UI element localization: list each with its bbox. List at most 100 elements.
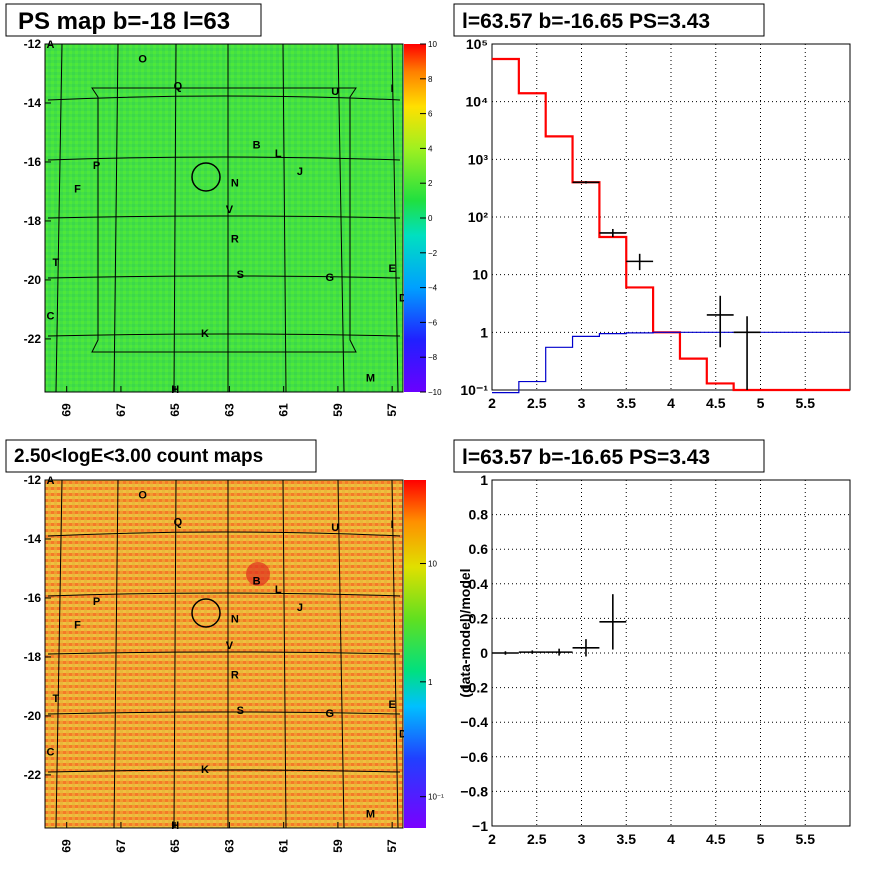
map-x-tick-label: 57 <box>385 839 399 853</box>
residual-x-tick-label: 5.5 <box>796 831 816 847</box>
ps-map-svg: PS map b=-18 l=63 AOQUIBLPNJFVRTSGEDCKHM… <box>5 3 442 417</box>
spectrum-plot: 2 2.5 3 3.5 4 4.5 5 5.5 10⁻¹ 1 10 10² 10³ 10⁴ 10⁵ <box>460 36 851 411</box>
count-map-grid <box>47 479 401 829</box>
colorbar-tick-label: 8 <box>428 75 433 84</box>
map-y-tick-label: -14 <box>24 532 42 546</box>
source-label-o: O <box>138 54 147 66</box>
source-label-o: O <box>138 490 147 502</box>
source-label-s: S <box>237 705 244 717</box>
source-label-v: V <box>226 640 234 652</box>
spectrum-panel: l=63.57 b=-16.65 PS=3.43 2 2.5 3 3.5 4 4.5 5 5.… <box>448 0 896 436</box>
source-label-d: D <box>399 293 407 305</box>
model-total-step-line <box>492 57 850 392</box>
source-label-n: N <box>231 178 239 190</box>
spectrum-x-tick-label: 2.5 <box>527 395 547 411</box>
map-y-tick-label: -18 <box>24 650 42 664</box>
map-x-tick-label: 65 <box>168 403 182 417</box>
source-label-s: S <box>237 269 244 281</box>
source-label-j: J <box>297 166 303 178</box>
ps-map-x-ticks: 69 67 65 63 61 59 57 <box>60 386 399 417</box>
colorbar-tick-label: −10 <box>428 388 442 397</box>
colorbar-tick-label: 4 <box>428 144 433 153</box>
map-x-tick-label: 59 <box>331 839 345 853</box>
source-label-a: A <box>46 475 54 487</box>
colorbar-tick-label: −8 <box>428 353 438 362</box>
spectrum-x-tick-label: 4 <box>667 395 675 411</box>
source-label-u: U <box>331 522 339 534</box>
colorbar-tick-label: −2 <box>428 249 438 258</box>
spectrum-y-tick-label: 10² <box>468 209 489 225</box>
residual-y-tick-label: −0.4 <box>460 714 488 730</box>
count-map-title-box <box>5 439 317 473</box>
source-label-i: I <box>391 83 394 95</box>
spectrum-y-tick-label: 10⁻¹ <box>460 382 488 398</box>
map-x-tick-label: 57 <box>385 403 399 417</box>
source-label-d: D <box>399 729 407 741</box>
source-label-b: B <box>253 575 261 587</box>
source-label-r: R <box>231 670 239 682</box>
colorbar-tick-label: −4 <box>428 284 438 293</box>
source-label-e: E <box>388 263 395 275</box>
colorbar-tick-label: 0 <box>428 214 433 223</box>
map-x-tick-label: 65 <box>168 839 182 853</box>
source-label-m: M <box>366 808 375 820</box>
count-map-y-ticks: -12 -14 -16 -18 -20 -22 <box>24 473 51 782</box>
map-y-tick-label: -20 <box>24 709 42 723</box>
map-y-tick-label: -16 <box>24 155 42 169</box>
residual-y-tick-label: 0.6 <box>469 541 489 557</box>
residual-x-tick-label: 5 <box>757 831 765 847</box>
map-y-tick-label: -22 <box>24 332 42 346</box>
map-x-tick-label: 59 <box>331 403 345 417</box>
map-x-tick-label: 61 <box>277 403 291 417</box>
map-y-tick-label: -18 <box>24 214 42 228</box>
source-label-r: R <box>231 234 239 246</box>
residual-panel: l=63.57 b=-16.65 PS=3.43 2 2.5 3 3.5 4 4.5 5 5.… <box>448 436 896 872</box>
source-label-m: M <box>366 372 375 384</box>
residual-y-tick-label: 0.8 <box>469 507 489 523</box>
map-x-tick-label: 61 <box>277 839 291 853</box>
map-y-tick-label: -12 <box>24 37 42 51</box>
spectrum-x-tick-label: 5.5 <box>796 395 816 411</box>
source-label-g: G <box>325 708 334 720</box>
map-y-tick-label: -22 <box>24 768 42 782</box>
source-label-e: E <box>388 699 395 711</box>
count-hotspot <box>246 562 270 586</box>
colorbar-tick-label: 10 <box>428 560 437 569</box>
count-map-colorbar <box>404 480 426 828</box>
map-x-tick-label: 67 <box>114 839 128 853</box>
spectrum-y-tick-label: 10⁴ <box>466 94 489 110</box>
roi-boundary <box>91 87 357 353</box>
source-label-l: L <box>275 148 282 160</box>
map-y-tick-label: -14 <box>24 96 42 110</box>
count-map-title: 2.50<logE<3.00 count maps <box>14 446 263 467</box>
source-label-c: C <box>46 310 54 322</box>
source-label-u: U <box>331 86 339 98</box>
residual-y-tick-label: 0.2 <box>469 610 489 626</box>
colorbar-tick-label: 2 <box>428 179 433 188</box>
ps-map-colorbar <box>404 44 426 392</box>
ps-map-y-ticks: -12 -14 -16 -18 -20 -22 <box>24 37 51 346</box>
spectrum-svg: l=63.57 b=-16.65 PS=3.43 2 2.5 3 3.5 4 4.5 5 5.… <box>453 3 851 411</box>
source-label-q: Q <box>174 80 183 92</box>
spectrum-y-tick-label: 1 <box>480 324 488 340</box>
residual-x-tick-label: 4 <box>667 831 675 847</box>
source-label-i: I <box>391 519 394 531</box>
source-label-p: P <box>93 160 100 172</box>
map-y-tick-label: -16 <box>24 591 42 605</box>
residual-y-tick-label: 0 <box>480 645 488 661</box>
map-x-tick-label: 69 <box>60 839 74 853</box>
residual-plot: 2 2.5 3 3.5 4 4.5 5 5.5 −1 −0.8 −0.6 −0.4 −0.2 0 0.2 0.… <box>457 472 851 847</box>
map-x-tick-label: 63 <box>222 839 236 853</box>
residual-y-tick-label: −0.2 <box>460 680 488 696</box>
residual-x-tick-label: 2.5 <box>527 831 547 847</box>
background-step-line <box>492 331 850 394</box>
ps-map-grid <box>47 43 401 393</box>
colorbar-tick-label: 1 <box>428 678 433 687</box>
spectrum-x-tick-label: 5 <box>757 395 765 411</box>
spectrum-y-tick-label: 10³ <box>468 151 489 167</box>
source-label-c: C <box>46 746 54 758</box>
map-y-tick-label: -12 <box>24 473 42 487</box>
count-map-x-ticks: 69 67 65 63 61 59 57 <box>60 822 399 853</box>
source-label-f: F <box>74 620 81 632</box>
source-label-l: L <box>275 584 282 596</box>
